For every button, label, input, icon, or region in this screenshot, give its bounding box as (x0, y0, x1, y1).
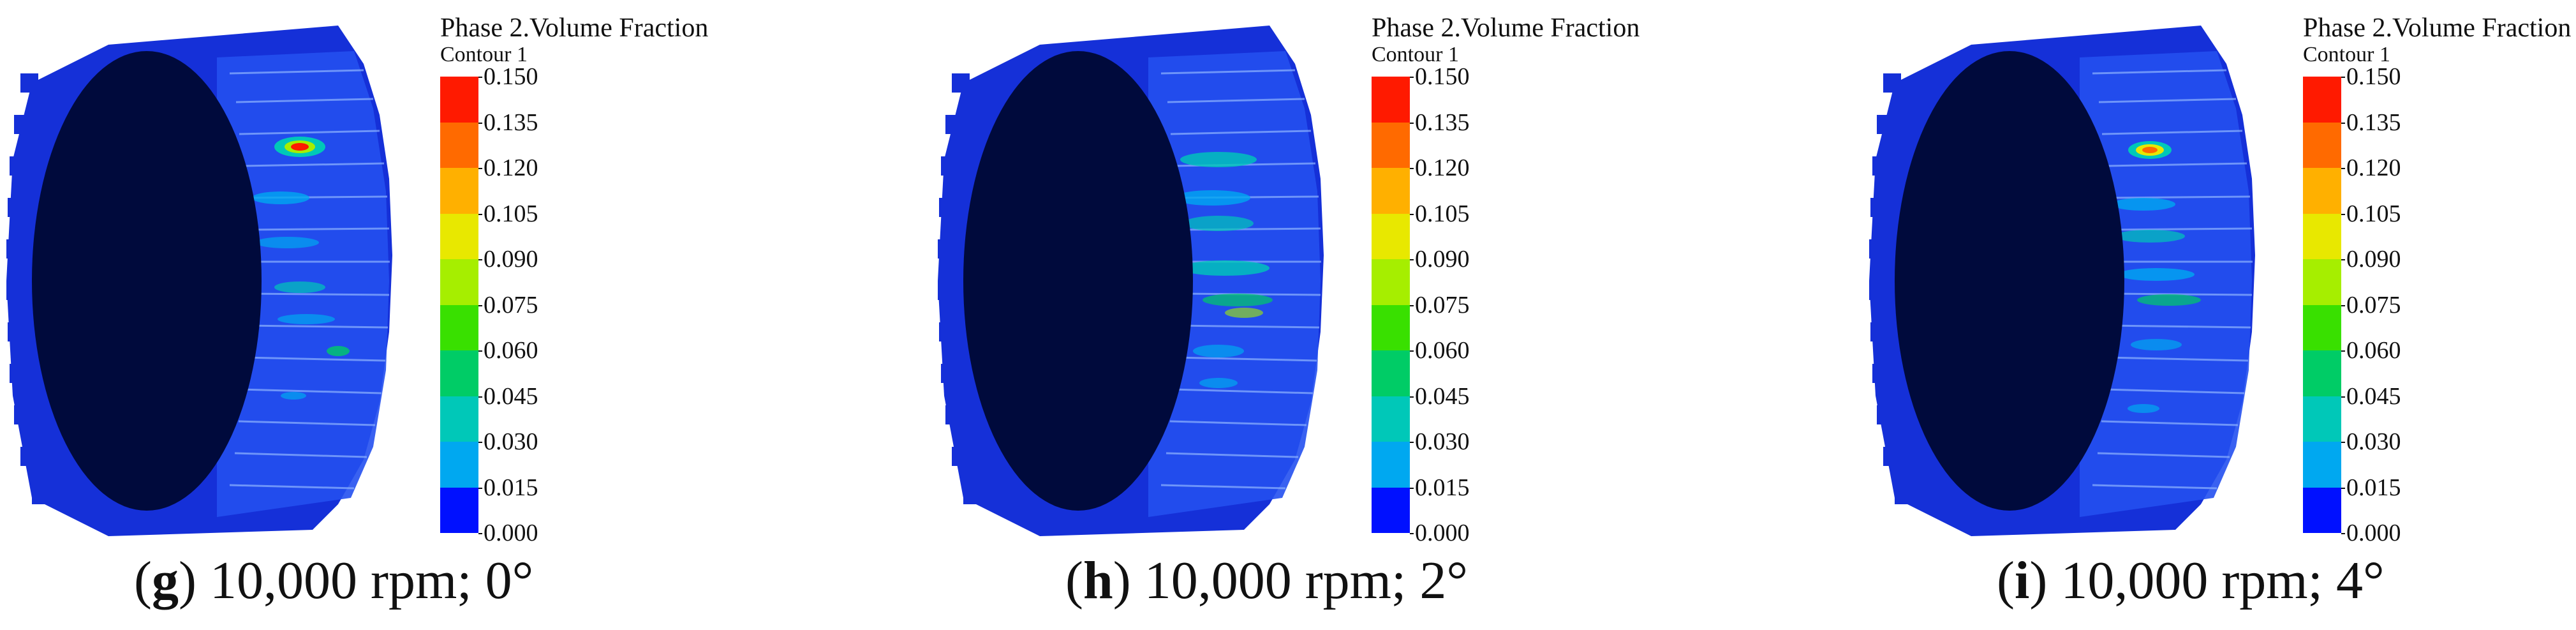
legend-ticks: 0.150 0.135 0.120 0.105 0.090 0.075 0.06… (2341, 64, 2474, 545)
color-band (2303, 487, 2341, 533)
gear-contour-image (938, 26, 1324, 536)
legend-tick: 0.060 (2341, 337, 2401, 364)
legend-tick: 0.060 (478, 337, 538, 364)
color-band (1372, 350, 1410, 396)
panel-caption: (h) 10,000 rpm; 2° (1065, 551, 1468, 610)
legend-tick: 0.090 (478, 246, 538, 273)
legend-tick: 0.060 (1410, 337, 1470, 364)
legend-ticks: 0.150 0.135 0.120 0.105 0.090 0.075 0.06… (1410, 64, 1543, 545)
legend-tick: 0.105 (2341, 200, 2401, 227)
color-band (2303, 350, 2341, 396)
color-scale-bar (440, 77, 478, 533)
color-band (2303, 442, 2341, 488)
legend-tick: 0.150 (2341, 63, 2401, 90)
legend-title: Phase 2.Volume Fraction (440, 13, 709, 43)
legend-tick: 0.075 (2341, 291, 2401, 319)
panel-caption-text: 10,000 rpm; 0° (209, 551, 534, 610)
gear-contour-image (1869, 26, 2255, 536)
color-band (1372, 259, 1410, 305)
legend-tick: 0.135 (478, 109, 538, 136)
legend-subtitle: Contour 1 (1372, 43, 1459, 66)
color-band (2303, 259, 2341, 305)
color-band (2303, 213, 2341, 259)
color-band (1372, 396, 1410, 442)
color-band (440, 213, 478, 259)
color-band (1372, 77, 1410, 123)
legend-ticks: 0.150 0.135 0.120 0.105 0.090 0.075 0.06… (478, 64, 611, 545)
color-band (440, 122, 478, 168)
legend-tick: 0.030 (478, 428, 538, 455)
color-band (1372, 168, 1410, 214)
legend-subtitle: Contour 1 (2303, 43, 2390, 66)
color-band (1372, 304, 1410, 350)
legend-tick: 0.105 (478, 200, 538, 227)
color-band (440, 396, 478, 442)
legend-tick: 0.000 (2341, 520, 2401, 546)
legend-tick: 0.075 (478, 291, 538, 319)
legend-tick: 0.045 (1410, 382, 1470, 410)
color-band (2303, 122, 2341, 168)
legend-tick: 0.090 (2341, 246, 2401, 273)
color-band (2303, 304, 2341, 350)
color-band (2303, 168, 2341, 214)
color-band (440, 168, 478, 214)
color-band (440, 487, 478, 533)
legend-tick: 0.090 (1410, 246, 1470, 273)
legend-tick: 0.015 (478, 474, 538, 501)
color-band (440, 350, 478, 396)
panel-caption-text: 10,000 rpm; 2° (1144, 551, 1468, 610)
color-scale-bar (2303, 77, 2341, 533)
legend-tick: 0.015 (2341, 474, 2401, 501)
legend-title: Phase 2.Volume Fraction (1372, 13, 1640, 43)
color-band (2303, 77, 2341, 123)
legend-subtitle: Contour 1 (440, 43, 528, 66)
legend-tick: 0.015 (1410, 474, 1470, 501)
panel-letter: g (151, 551, 179, 610)
legend-tick: 0.135 (1410, 109, 1470, 136)
legend-tick: 0.075 (1410, 291, 1470, 319)
legend-tick: 0.000 (478, 520, 538, 546)
legend-tick: 0.045 (478, 382, 538, 410)
legend-tick: 0.045 (2341, 382, 2401, 410)
legend-tick: 0.120 (478, 154, 538, 181)
panel-g: Phase 2.Volume Fraction Contour 1 0.150 … (0, 0, 859, 630)
legend-tick: 0.105 (1410, 200, 1470, 227)
legend-tick: 0.120 (1410, 154, 1470, 181)
color-band (440, 304, 478, 350)
legend-tick: 0.150 (478, 63, 538, 90)
panel-caption: (g) 10,000 rpm; 0° (134, 551, 534, 610)
legend-tick: 0.030 (2341, 428, 2401, 455)
panel-h: Phase 2.Volume Fraction Contour 1 0.150 … (931, 0, 1790, 630)
panel-letter: h (1083, 551, 1113, 610)
panel-caption: (i) 10,000 rpm; 4° (1997, 551, 2385, 610)
color-band (2303, 396, 2341, 442)
legend-tick: 0.120 (2341, 154, 2401, 181)
legend-tick: 0.150 (1410, 63, 1470, 90)
legend-tick: 0.030 (1410, 428, 1470, 455)
color-band (1372, 442, 1410, 488)
panel-caption-text: 10,000 rpm; 4° (2061, 551, 2385, 610)
legend-tick: 0.000 (1410, 520, 1470, 546)
panel-letter: i (2014, 551, 2030, 610)
legend-title: Phase 2.Volume Fraction (2303, 13, 2572, 43)
color-band (440, 77, 478, 123)
color-band (1372, 487, 1410, 533)
legend-tick: 0.135 (2341, 109, 2401, 136)
color-band (440, 259, 478, 305)
color-band (440, 442, 478, 488)
color-band (1372, 213, 1410, 259)
panel-i: Phase 2.Volume Fraction Contour 1 0.150 … (1863, 0, 2576, 630)
color-band (1372, 122, 1410, 168)
color-scale-bar (1372, 77, 1410, 533)
gear-contour-image (6, 26, 392, 536)
